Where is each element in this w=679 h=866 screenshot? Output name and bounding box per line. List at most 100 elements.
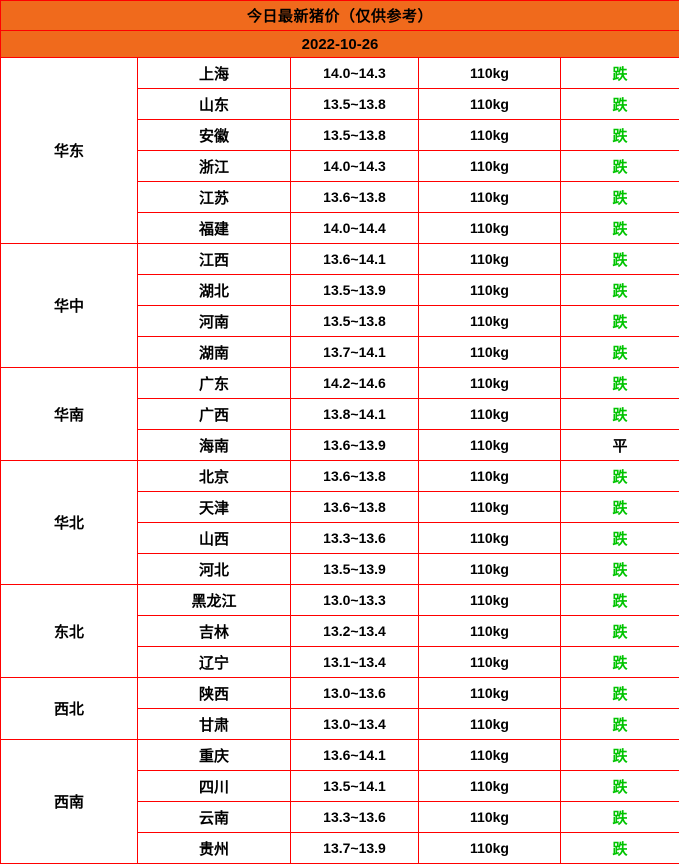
province-cell: 上海 (137, 57, 291, 89)
region-cell: 西北 (0, 677, 138, 740)
province-cell: 山东 (137, 88, 291, 120)
table-row: 华南 广东 14.2~14.6 110kg 跌 (0, 367, 679, 461)
weight-cell: 110kg (418, 677, 561, 709)
trend-cell: 跌 (559, 460, 679, 492)
province-cell: 湖北 (137, 274, 291, 306)
table-row: 福建 14.0~14.4 110kg 跌 (1, 212, 679, 244)
trend-cell: 跌 (559, 336, 679, 368)
price-range-cell: 13.5~14.1 (290, 770, 419, 802)
province-cell: 河南 (137, 305, 291, 337)
price-range-cell: 13.0~13.3 (290, 584, 419, 616)
price-range-cell: 13.5~13.8 (290, 119, 419, 151)
province-cell: 甘肃 (137, 708, 291, 740)
price-range-cell: 13.7~13.9 (290, 832, 419, 864)
price-range-cell: 13.0~13.4 (290, 708, 419, 740)
weight-cell: 110kg (418, 367, 561, 399)
table-row: 浙江 14.0~14.3 110kg 跌 (1, 150, 679, 182)
price-range-cell: 14.0~14.3 (290, 150, 419, 182)
trend-cell: 跌 (559, 119, 679, 151)
weight-cell: 110kg (418, 398, 561, 430)
trend-cell: 跌 (559, 398, 679, 430)
trend-cell: 跌 (559, 212, 679, 244)
weight-cell: 110kg (418, 181, 561, 213)
price-range-cell: 13.6~14.1 (290, 243, 419, 275)
weight-cell: 110kg (418, 88, 561, 120)
title-row: 今日最新猪价（仅供参考） (0, 0, 679, 31)
province-cell: 江苏 (137, 181, 291, 213)
table-row: 吉林 13.2~13.4 110kg 跌 (1, 615, 679, 647)
table-row: 山东 13.5~13.8 110kg 跌 (1, 88, 679, 120)
table-row: 华东 上海 14.0~14.3 110kg 跌 (0, 57, 679, 244)
weight-cell: 110kg (418, 708, 561, 740)
price-range-cell: 13.6~13.9 (290, 429, 419, 461)
province-cell: 贵州 (137, 832, 291, 864)
price-range-cell: 13.5~13.9 (290, 553, 419, 585)
province-cell: 云南 (137, 801, 291, 833)
price-range-cell: 14.0~14.4 (290, 212, 419, 244)
province-cell: 福建 (137, 212, 291, 244)
region-cell: 华北 (0, 460, 138, 585)
trend-cell: 跌 (559, 150, 679, 182)
weight-cell: 110kg (418, 212, 561, 244)
province-cell: 重庆 (137, 739, 291, 771)
weight-cell: 110kg (418, 522, 561, 554)
price-range-cell: 13.6~14.1 (290, 739, 419, 771)
price-range-cell: 13.5~13.8 (290, 88, 419, 120)
trend-cell: 跌 (559, 243, 679, 275)
trend-cell: 跌 (559, 739, 679, 771)
price-range-cell: 13.6~13.8 (290, 491, 419, 523)
trend-cell: 跌 (559, 770, 679, 802)
region-cell: 东北 (0, 584, 138, 678)
region-cell: 华南 (0, 367, 138, 461)
price-range-cell: 13.5~13.9 (290, 274, 419, 306)
price-range-cell: 13.6~13.8 (290, 181, 419, 213)
trend-cell: 跌 (559, 181, 679, 213)
table-row: 河南 13.5~13.8 110kg 跌 (1, 305, 679, 337)
trend-cell: 跌 (559, 677, 679, 709)
price-range-cell: 13.7~14.1 (290, 336, 419, 368)
weight-cell: 110kg (418, 491, 561, 523)
province-cell: 江西 (137, 243, 291, 275)
price-range-cell: 13.6~13.8 (290, 460, 419, 492)
province-cell: 湖南 (137, 336, 291, 368)
table-body: 华东 上海 14.0~14.3 110kg 跌山东 13.5~13.8 110kg 跌安徽 13… (0, 57, 679, 864)
trend-cell: 跌 (559, 646, 679, 678)
table-row: 西南 重庆 13.6~14.1 110kg 跌 (0, 739, 679, 864)
trend-cell: 跌 (559, 801, 679, 833)
province-cell: 安徽 (137, 119, 291, 151)
price-range-cell: 14.2~14.6 (290, 367, 419, 399)
table-row: 山西 13.3~13.6 110kg 跌 (1, 522, 679, 554)
weight-cell: 110kg (418, 460, 561, 492)
trend-cell: 跌 (559, 88, 679, 120)
table-row: 甘肃 13.0~13.4 110kg 跌 (1, 708, 679, 740)
province-cell: 吉林 (137, 615, 291, 647)
table-row: 云南 13.3~13.6 110kg 跌 (1, 801, 679, 833)
province-cell: 广东 (137, 367, 291, 399)
weight-cell: 110kg (418, 119, 561, 151)
province-cell: 辽宁 (137, 646, 291, 678)
trend-cell: 跌 (559, 584, 679, 616)
province-cell: 陕西 (137, 677, 291, 709)
region-cell: 西南 (0, 739, 138, 864)
weight-cell: 110kg (418, 832, 561, 864)
trend-cell: 平 (559, 429, 679, 461)
weight-cell: 110kg (418, 429, 561, 461)
weight-cell: 110kg (418, 243, 561, 275)
table-row: 东北 黑龙江 13.0~13.3 110kg 跌 (0, 584, 679, 678)
page-title: 今日最新猪价（仅供参考） (0, 0, 679, 31)
province-cell: 浙江 (137, 150, 291, 182)
province-cell: 山西 (137, 522, 291, 554)
province-cell: 黑龙江 (137, 584, 291, 616)
province-cell: 海南 (137, 429, 291, 461)
price-range-cell: 13.1~13.4 (290, 646, 419, 678)
trend-cell: 跌 (559, 615, 679, 647)
weight-cell: 110kg (418, 553, 561, 585)
table-row: 安徽 13.5~13.8 110kg 跌 (1, 119, 679, 151)
table-row: 辽宁 13.1~13.4 110kg 跌 (1, 646, 679, 678)
trend-cell: 跌 (559, 553, 679, 585)
trend-cell: 跌 (559, 305, 679, 337)
table-row: 河北 13.5~13.9 110kg 跌 (1, 553, 679, 585)
trend-cell: 跌 (559, 522, 679, 554)
